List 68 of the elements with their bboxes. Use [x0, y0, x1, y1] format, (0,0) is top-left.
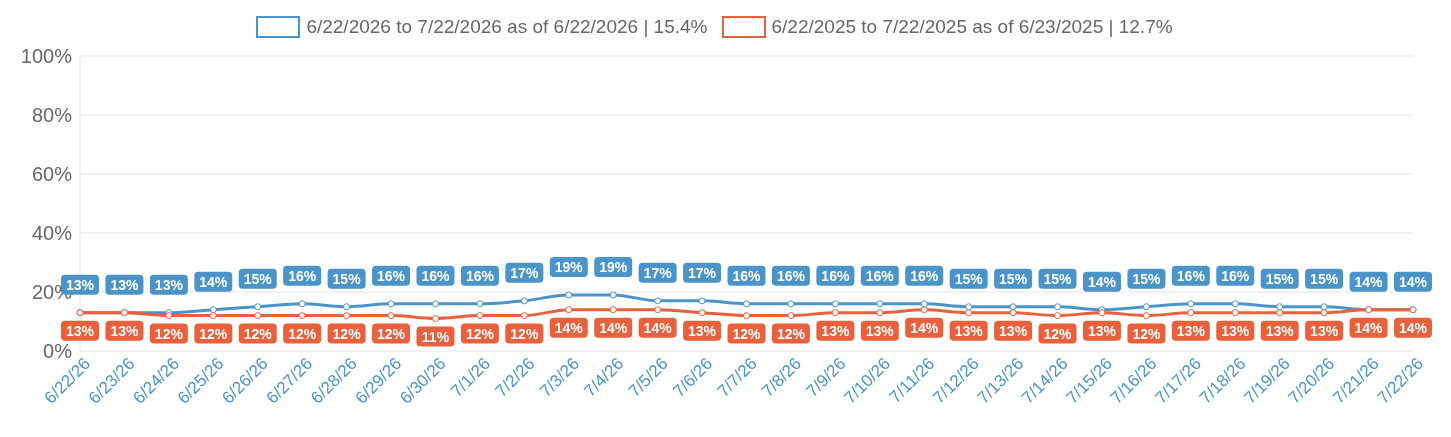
data-label: 15%	[1310, 270, 1339, 287]
data-label: 13%	[65, 322, 95, 339]
data-label: 14%	[1398, 319, 1428, 336]
data-label: 13%	[821, 322, 850, 339]
data-label: 12%	[1043, 325, 1073, 342]
data-label: 12%	[332, 325, 362, 342]
data-label: 17%	[510, 264, 539, 281]
data-label: 17%	[643, 264, 673, 281]
data-label: 12%	[732, 325, 762, 342]
data-label: 14%	[199, 273, 228, 290]
data-label: 17%	[688, 264, 717, 281]
data-label: 12%	[465, 325, 495, 342]
y-tick-label: 60%	[31, 163, 73, 186]
data-label: 16%	[421, 267, 451, 284]
data-label: 15%	[1043, 270, 1073, 287]
data-label: 14%	[643, 319, 673, 336]
data-label: 13%	[1265, 322, 1295, 339]
data-label: 13%	[1087, 322, 1117, 339]
data-label: 13%	[954, 322, 984, 339]
data-label: 13%	[1221, 322, 1250, 339]
data-label: 13%	[865, 322, 895, 339]
data-label: 14%	[554, 319, 584, 336]
data-label: 14%	[599, 319, 628, 336]
data-label: 13%	[1176, 322, 1206, 339]
data-label: 15%	[1132, 270, 1161, 287]
data-label: 13%	[110, 322, 139, 339]
data-label: 13%	[688, 322, 717, 339]
data-label: 12%	[1132, 325, 1161, 342]
data-label: 15%	[332, 270, 362, 287]
data-label: 11%	[421, 328, 450, 345]
data-label: 14%	[1398, 273, 1428, 290]
legend-label: 6/22/2025 to 7/22/2025 as of 6/23/2025 | 12.7%	[771, 16, 1173, 38]
y-tick-label: 40%	[31, 222, 73, 245]
data-label: 15%	[999, 270, 1028, 287]
data-label: 16%	[865, 267, 895, 284]
data-label: 16%	[732, 267, 762, 284]
data-label: 16%	[1221, 267, 1250, 284]
data-label: 13%	[110, 276, 139, 293]
data-label: 16%	[377, 267, 406, 284]
data-label: 12%	[154, 325, 184, 342]
data-label: 13%	[999, 322, 1028, 339]
y-tick-label: 80%	[31, 104, 73, 127]
y-tick-label: 0%	[43, 340, 73, 363]
data-label: 19%	[599, 258, 628, 275]
data-label: 15%	[1265, 270, 1295, 287]
data-label: 15%	[243, 270, 273, 287]
data-label: 16%	[910, 267, 939, 284]
data-label: 12%	[510, 325, 539, 342]
data-label: 12%	[288, 325, 317, 342]
data-label: 15%	[954, 270, 984, 287]
data-label: 12%	[377, 325, 406, 342]
data-label: 12%	[199, 325, 228, 342]
data-label: 12%	[776, 325, 806, 342]
data-label: 19%	[554, 258, 584, 275]
legend-label: 6/22/2026 to 7/22/2026 as of 6/22/2026 | 15.4%	[306, 16, 708, 38]
data-label: 14%	[1354, 273, 1384, 290]
data-label: 14%	[1087, 273, 1117, 290]
data-label: 13%	[1310, 322, 1339, 339]
data-label: 16%	[1176, 267, 1206, 284]
data-label: 14%	[910, 319, 939, 336]
data-label: 16%	[776, 267, 806, 284]
data-label: 16%	[465, 267, 495, 284]
data-label: 12%	[243, 325, 273, 342]
data-label: 16%	[288, 267, 317, 284]
data-label: 14%	[1354, 319, 1384, 336]
data-label: 13%	[154, 276, 184, 293]
data-label: 16%	[821, 267, 850, 284]
y-tick-label: 100%	[20, 45, 73, 68]
